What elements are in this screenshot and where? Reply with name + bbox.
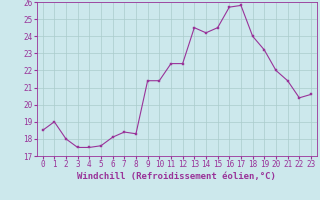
X-axis label: Windchill (Refroidissement éolien,°C): Windchill (Refroidissement éolien,°C): [77, 172, 276, 181]
